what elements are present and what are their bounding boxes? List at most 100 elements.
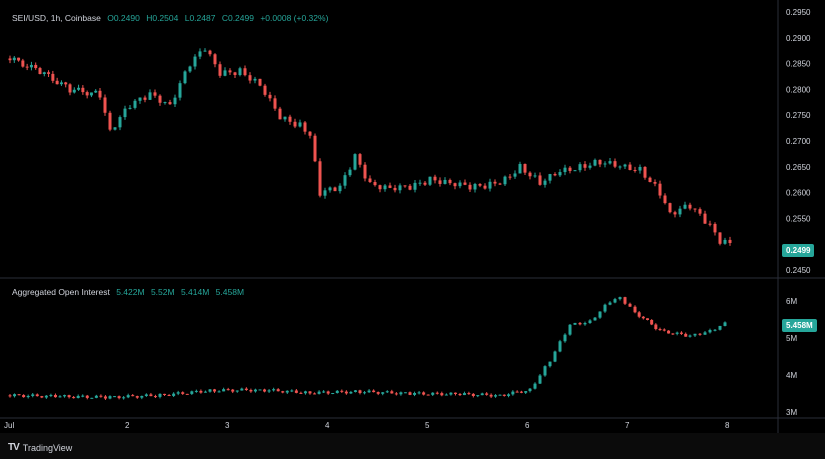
price-candle	[85, 92, 89, 96]
oi-candle	[31, 394, 35, 396]
price-candle	[94, 90, 98, 93]
oi-candle	[122, 397, 126, 399]
oi-candle	[322, 391, 326, 393]
price-candle	[613, 161, 617, 167]
oi-candle	[519, 391, 523, 393]
oi-candle	[723, 322, 727, 326]
oi-candle	[313, 393, 317, 395]
oi-candle	[35, 394, 39, 397]
oi-candle	[331, 393, 335, 395]
price-candle	[113, 127, 117, 130]
oi-candle	[153, 396, 157, 398]
oi-candle	[583, 323, 587, 325]
price-candle	[148, 92, 152, 100]
price-candle	[388, 185, 392, 188]
price-candle	[263, 85, 267, 95]
price-candle	[528, 172, 532, 177]
price-candle	[398, 185, 402, 191]
oi-candle	[135, 396, 139, 398]
oi-candle	[703, 332, 707, 335]
oi-candle	[167, 394, 171, 396]
indicator-name[interactable]: Aggregated Open Interest	[12, 287, 110, 297]
price-candle	[273, 98, 277, 109]
oi-candle	[244, 388, 248, 390]
price-candle	[593, 159, 597, 166]
tradingview-logo[interactable]: TV TradingView	[8, 442, 72, 453]
price-candle	[163, 102, 167, 104]
oi-candle	[222, 389, 226, 392]
price-candle	[423, 182, 427, 185]
oi-candle	[684, 333, 688, 337]
time-tick-label: 7	[625, 421, 630, 430]
oi-candle	[623, 297, 627, 304]
oi-candle	[113, 396, 117, 398]
oi-candle	[63, 395, 67, 397]
price-tick-label: 0.2800	[786, 85, 811, 94]
oi-candle	[190, 391, 194, 394]
symbol-label[interactable]: SEI/USD, 1h, Coinbase	[12, 13, 101, 23]
oi-candle	[458, 394, 462, 396]
price-candle	[158, 95, 162, 103]
oi-candle	[40, 396, 44, 398]
oi-candle	[194, 390, 198, 392]
oi-candle	[688, 335, 692, 337]
oi-candle	[326, 391, 330, 394]
oi-candle	[263, 389, 267, 392]
oi-candle	[253, 389, 257, 392]
price-candle	[643, 166, 647, 178]
price-candle	[288, 116, 292, 122]
price-candle	[383, 185, 387, 190]
oi-candle	[476, 395, 480, 397]
oi-candle	[258, 389, 262, 391]
oi-candle	[81, 395, 85, 397]
oi-candle	[226, 389, 230, 391]
price-candle	[208, 50, 212, 55]
price-tick-label: 0.2900	[786, 34, 811, 43]
oi-candle	[417, 392, 421, 394]
price-candle	[198, 51, 202, 57]
price-candle	[193, 56, 197, 67]
price-candle	[89, 92, 93, 96]
price-candle	[8, 58, 12, 61]
oi-candle	[335, 390, 339, 394]
oi-candle	[281, 391, 285, 393]
price-candle	[168, 102, 172, 105]
oi-candle	[675, 332, 679, 334]
price-candle	[463, 182, 467, 185]
price-candle	[368, 178, 372, 183]
oi-candle	[667, 330, 671, 334]
price-candle	[353, 154, 357, 170]
price-candle	[468, 184, 472, 190]
price-candle	[59, 82, 63, 85]
price-candle	[17, 57, 21, 61]
oi-candle	[358, 390, 362, 394]
price-candle	[243, 68, 247, 76]
price-candle	[638, 166, 642, 171]
price-candle	[633, 170, 637, 172]
price-candle	[298, 122, 302, 127]
price-candle	[443, 179, 447, 184]
price-candle	[698, 209, 702, 214]
price-candle	[283, 116, 287, 120]
price-candle	[708, 223, 712, 225]
close-value: C0.2499	[221, 13, 254, 23]
oi-tick-label: 4M	[786, 371, 797, 380]
oi-candle	[563, 334, 567, 342]
oi-candle	[294, 390, 298, 393]
price-candle	[713, 223, 717, 233]
price-candle	[543, 180, 547, 185]
last-price-tag: 0.2499	[782, 244, 815, 257]
price-candle	[268, 94, 272, 99]
oi-candle	[17, 394, 21, 396]
oi-candle	[363, 392, 367, 394]
oi-candle	[444, 394, 448, 396]
oi-candle	[367, 390, 371, 393]
price-candle	[21, 60, 25, 67]
oi-tick-label: 6M	[786, 297, 797, 306]
oi-candle	[303, 391, 307, 394]
price-candle	[553, 174, 557, 176]
price-candle	[413, 182, 417, 190]
price-candle	[573, 170, 577, 172]
price-candle	[438, 180, 442, 184]
